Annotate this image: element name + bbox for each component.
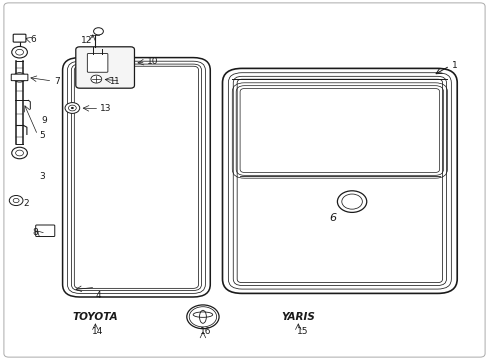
Text: 14: 14 [92, 328, 103, 336]
Text: 3: 3 [39, 172, 45, 181]
FancyBboxPatch shape [36, 225, 55, 237]
Text: YARIS: YARIS [281, 312, 315, 322]
Text: 5: 5 [39, 130, 45, 139]
Text: 11: 11 [109, 77, 120, 85]
Text: 6: 6 [328, 213, 335, 223]
Circle shape [65, 103, 80, 113]
FancyBboxPatch shape [11, 74, 28, 81]
Text: 7: 7 [54, 77, 60, 85]
Text: 12: 12 [81, 36, 92, 45]
Text: TOYOTA: TOYOTA [72, 312, 118, 322]
Circle shape [186, 305, 219, 329]
Text: 16: 16 [199, 328, 211, 336]
FancyBboxPatch shape [222, 68, 456, 293]
FancyBboxPatch shape [76, 47, 134, 88]
Text: 10: 10 [146, 57, 158, 66]
Text: 2: 2 [23, 199, 29, 208]
Text: 1: 1 [451, 61, 457, 71]
Circle shape [71, 107, 74, 109]
Text: 15: 15 [297, 328, 308, 336]
Circle shape [9, 195, 23, 206]
Text: 8: 8 [32, 228, 38, 237]
Text: 4: 4 [95, 291, 101, 300]
FancyBboxPatch shape [13, 34, 26, 42]
Circle shape [93, 28, 103, 35]
Circle shape [13, 73, 26, 82]
Text: 6: 6 [31, 35, 37, 44]
Text: 13: 13 [100, 104, 112, 113]
Circle shape [12, 46, 27, 58]
Circle shape [91, 75, 102, 83]
Circle shape [337, 191, 366, 212]
FancyBboxPatch shape [62, 58, 210, 297]
FancyBboxPatch shape [87, 54, 108, 72]
Text: 9: 9 [41, 116, 47, 125]
Circle shape [12, 147, 27, 159]
